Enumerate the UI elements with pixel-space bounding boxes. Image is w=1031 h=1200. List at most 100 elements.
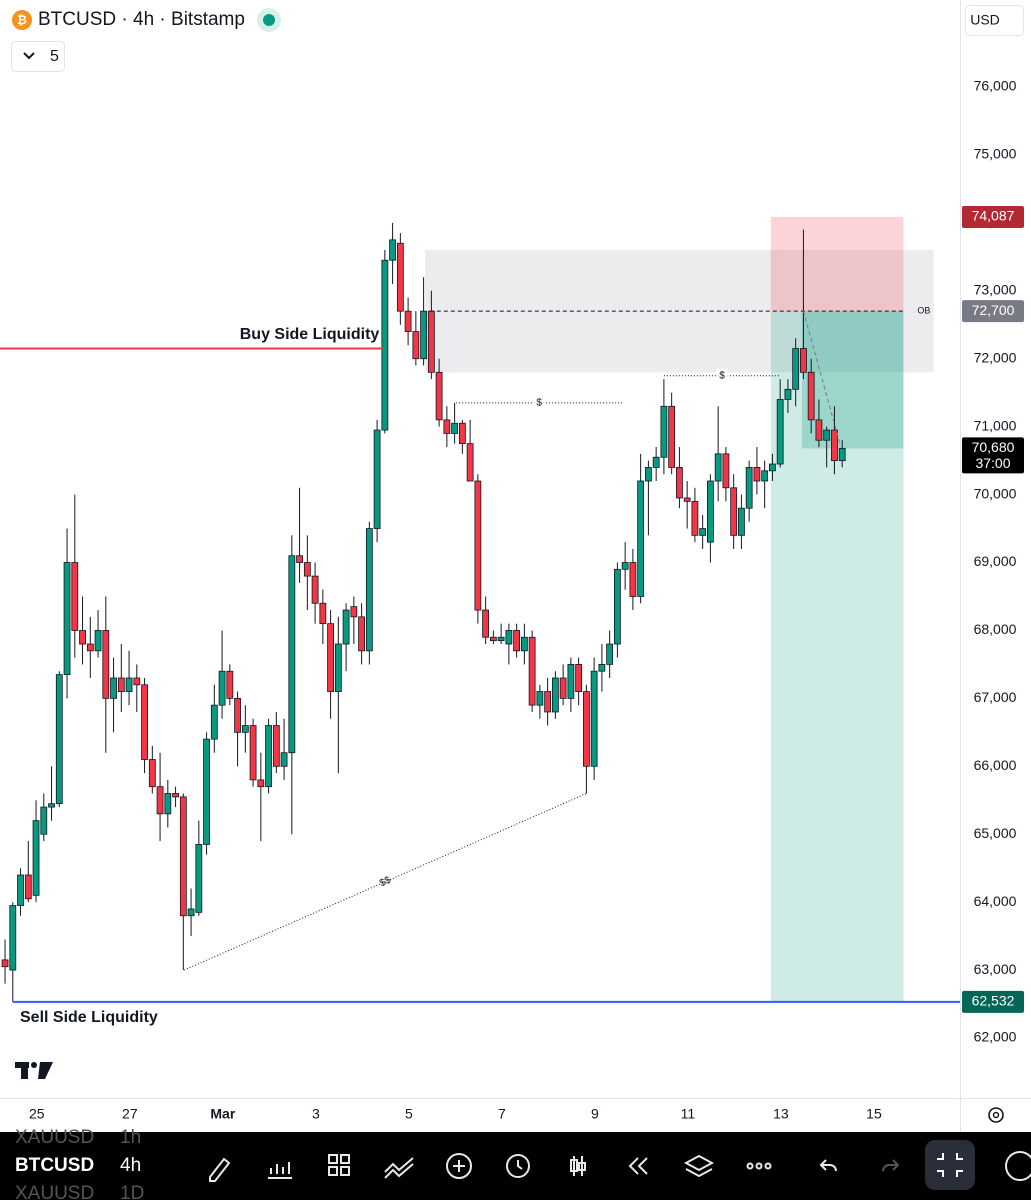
- candle-body: [195, 844, 203, 913]
- dotted-label-bg: [716, 368, 729, 383]
- candle-body: [334, 643, 342, 692]
- candles-tool[interactable]: [570, 1156, 586, 1176]
- fullscreen-icon: [937, 1153, 963, 1177]
- candle-body: [420, 310, 428, 360]
- y-tick-label: 70,000: [974, 485, 1017, 501]
- candle-body: [342, 609, 350, 645]
- candle-body: [513, 630, 521, 652]
- candle-body: [373, 429, 381, 529]
- candle-body: [707, 480, 714, 543]
- sweep-label: $$: [378, 874, 393, 889]
- account-icon[interactable]: [1005, 1151, 1031, 1181]
- candle-body: [443, 419, 451, 434]
- more-dot[interactable]: [746, 1162, 754, 1170]
- candle-body: [489, 636, 497, 642]
- candle-body: [831, 429, 838, 462]
- y-tick-label: 66,000: [974, 757, 1017, 773]
- dotted-label: $: [536, 398, 542, 409]
- candle-body: [551, 677, 559, 713]
- liquidity-label: Buy Side Liquidity: [240, 326, 380, 343]
- candle-body: [451, 422, 459, 434]
- dotted-label-bg: [533, 395, 546, 410]
- candle-body: [435, 371, 443, 421]
- candle-body: [644, 467, 652, 482]
- candle-body: [203, 738, 210, 845]
- toolbar-next-interval: 1D: [120, 1183, 144, 1200]
- price-tag: [962, 990, 1024, 1013]
- indicator-toggle[interactable]: [11, 41, 65, 72]
- candle-body: [102, 630, 110, 699]
- candle-body: [815, 419, 823, 441]
- candle-body: [117, 677, 125, 692]
- candle-body: [714, 453, 722, 482]
- layout-tool[interactable]: [328, 1154, 350, 1176]
- candle-body: [234, 697, 241, 733]
- candle-body: [156, 786, 164, 815]
- y-tick-label: 62,000: [974, 1029, 1017, 1045]
- y-tick-label: 64,000: [974, 893, 1017, 909]
- candle-body: [148, 759, 156, 788]
- coin-glyph: ₿: [17, 13, 27, 27]
- candle-body: [396, 242, 404, 312]
- toolbar-symbol[interactable]: BTCUSD: [15, 1155, 94, 1176]
- compare-tool[interactable]: [384, 1157, 414, 1179]
- candle-body: [559, 677, 567, 699]
- price-tag-label: 70,680: [972, 439, 1015, 455]
- price-tag: [962, 205, 1024, 228]
- candle-body: [474, 480, 482, 611]
- candle-body: [210, 704, 218, 740]
- candle-body: [753, 467, 761, 482]
- toolbar-interval[interactable]: 4h: [120, 1155, 141, 1176]
- settings-icon[interactable]: [988, 1107, 1004, 1123]
- candle-body: [110, 677, 117, 699]
- replay-tool[interactable]: [628, 1157, 648, 1175]
- fullscreen-button[interactable]: [925, 1140, 975, 1190]
- add-tool[interactable]: [446, 1153, 472, 1179]
- indicators-tool[interactable]: [268, 1162, 292, 1179]
- layers-tool[interactable]: [683, 1154, 715, 1178]
- undo-tool[interactable]: [819, 1159, 837, 1172]
- redo-tool[interactable]: [882, 1159, 900, 1172]
- price-tag: [962, 437, 1024, 474]
- dotted-label: $: [719, 370, 725, 381]
- settings-icon-core: [992, 1111, 1000, 1119]
- symbol-title: BTCUSD · 4h · Bitstamp: [38, 9, 245, 30]
- candle-body: [427, 310, 435, 373]
- candle-body: [311, 575, 319, 604]
- x-tick-label: 15: [866, 1106, 882, 1122]
- candle-body: [319, 602, 327, 625]
- candle-body: [32, 820, 40, 896]
- candle-body: [296, 555, 303, 563]
- draw-tool[interactable]: [209, 1157, 231, 1182]
- y-tick-label: 67,000: [974, 689, 1017, 705]
- candle-body: [683, 497, 691, 502]
- chevron-icon: [23, 52, 35, 60]
- candle-body: [141, 684, 148, 760]
- toolbar-prev-symbol: XAUUSD: [15, 1127, 94, 1148]
- alert-tool-hands: [517, 1160, 523, 1170]
- candle-body: [792, 348, 800, 390]
- candle-body: [365, 528, 373, 652]
- candle-body: [257, 779, 265, 788]
- y-tick-label: 65,000: [974, 825, 1017, 841]
- y-tick-label: 69,000: [974, 553, 1017, 569]
- y-tick-label: 73,000: [974, 282, 1017, 298]
- x-tick-label: 27: [122, 1106, 138, 1122]
- candle-body: [249, 725, 257, 781]
- candle-body: [86, 643, 94, 652]
- currency-button[interactable]: [965, 5, 1024, 36]
- candle-body: [55, 674, 63, 805]
- candle-body: [17, 874, 24, 906]
- candle-body: [722, 453, 730, 489]
- candle-body: [528, 636, 536, 706]
- candle-body: [598, 664, 606, 672]
- candle-body: [218, 670, 226, 706]
- candle-body: [241, 725, 249, 733]
- candle-body: [303, 562, 311, 577]
- alert-tool[interactable]: [506, 1154, 530, 1178]
- candle-body: [769, 463, 776, 472]
- candle-body: [637, 480, 645, 597]
- candle-body: [730, 487, 738, 536]
